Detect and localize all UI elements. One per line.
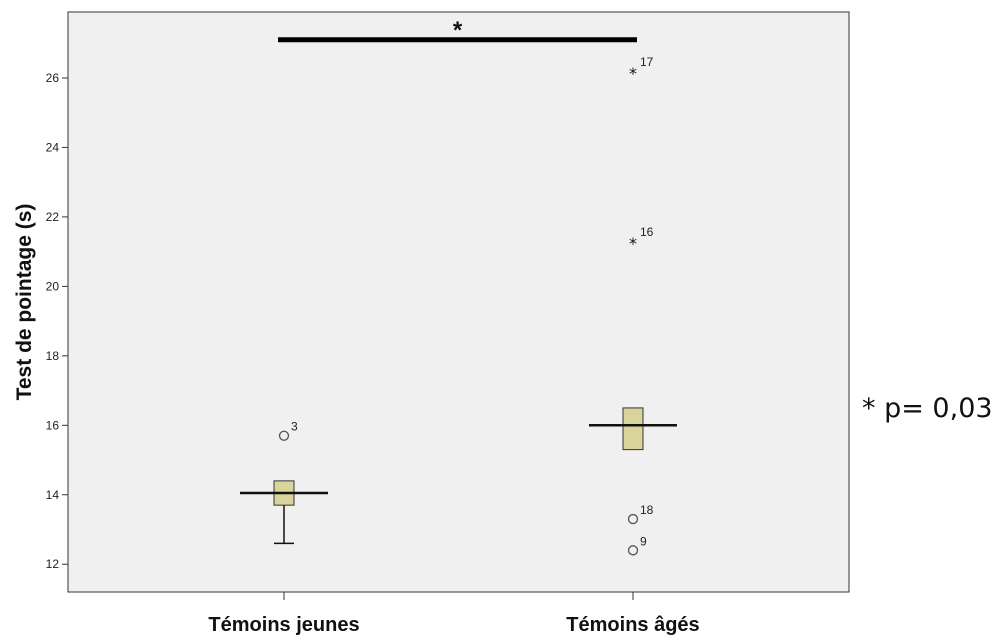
x-axis: Témoins jeunes Témoins âgés [208,592,700,636]
outlier-circle [627,513,639,525]
boxes-layer [240,407,677,545]
outlier-label: 16 [640,225,654,239]
y-axis: 12 14 16 18 20 22 24 26 [46,71,68,571]
outlier-label: 18 [640,503,654,517]
outlier-circle [278,430,290,441]
y-tick-label: 20 [46,279,60,293]
y-tick-label: 22 [46,210,60,224]
y-tick-label: 14 [46,488,60,502]
outlier-star: * [629,234,637,253]
y-tick-label: 12 [46,557,60,571]
x-category-label: Témoins âgés [566,614,699,636]
y-tick-label: 18 [46,349,60,363]
x-category-label: Témoins jeunes [208,614,359,636]
significance-star: * [453,17,463,44]
p-value-annotation: * p= 0,03 [862,393,993,424]
outlier-label: 3 [291,420,298,434]
y-tick-label: 24 [46,140,60,154]
significance-bracket: * [278,17,637,44]
y-tick-label: 26 [46,71,60,85]
outlier-label: 17 [640,55,654,69]
box [622,407,644,451]
outlier-label: 9 [640,534,647,548]
outlier-circle [627,545,639,556]
outlier-star: * [629,64,637,83]
y-axis-label: Test de pointage (s) [13,204,36,401]
plot-area [67,11,850,593]
y-tick-label: 16 [46,418,60,432]
